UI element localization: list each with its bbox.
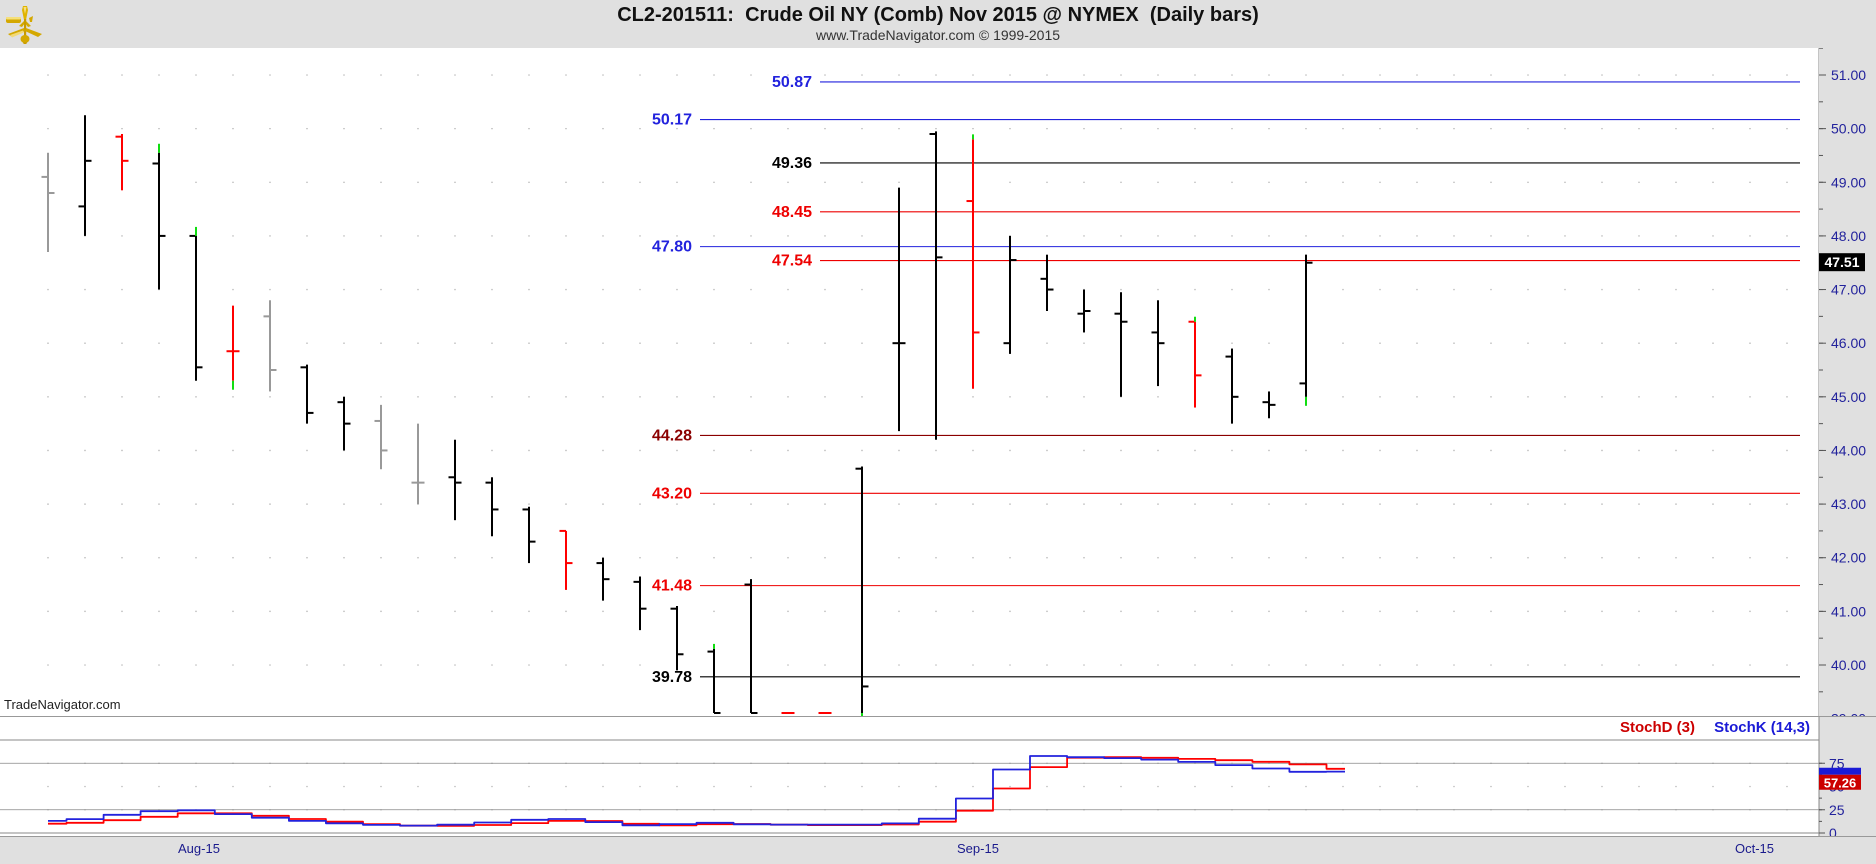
svg-text:50.87: 50.87 — [772, 74, 812, 91]
svg-text:StochK (14,3): StochK (14,3) — [1714, 719, 1810, 736]
svg-text:57.26: 57.26 — [1824, 776, 1857, 791]
svg-text:49.00: 49.00 — [1831, 174, 1866, 190]
svg-text:49.36: 49.36 — [772, 155, 812, 172]
svg-text:41.00: 41.00 — [1831, 603, 1866, 619]
svg-text:44.28: 44.28 — [652, 427, 692, 444]
svg-text:50.17: 50.17 — [652, 112, 692, 129]
svg-text:25: 25 — [1829, 802, 1845, 818]
svg-text:45.00: 45.00 — [1831, 389, 1866, 405]
svg-text:48.00: 48.00 — [1831, 228, 1866, 244]
svg-text:39.78: 39.78 — [652, 669, 692, 686]
svg-text:41.48: 41.48 — [652, 578, 692, 595]
svg-text:48.45: 48.45 — [772, 204, 812, 221]
svg-text:40.00: 40.00 — [1831, 657, 1866, 673]
svg-text:43.00: 43.00 — [1831, 496, 1866, 512]
svg-text:50.00: 50.00 — [1831, 121, 1866, 137]
svg-text:47.51: 47.51 — [1824, 254, 1859, 270]
svg-text:51.00: 51.00 — [1831, 67, 1866, 83]
svg-text:43.20: 43.20 — [652, 485, 692, 502]
svg-text:44.00: 44.00 — [1831, 442, 1866, 458]
svg-text:47.80: 47.80 — [652, 239, 692, 256]
svg-text:47.54: 47.54 — [772, 253, 812, 270]
svg-text:42.00: 42.00 — [1831, 550, 1866, 566]
svg-text:46.00: 46.00 — [1831, 335, 1866, 351]
svg-text:47.00: 47.00 — [1831, 282, 1866, 298]
svg-text:StochD (3): StochD (3) — [1620, 719, 1695, 736]
